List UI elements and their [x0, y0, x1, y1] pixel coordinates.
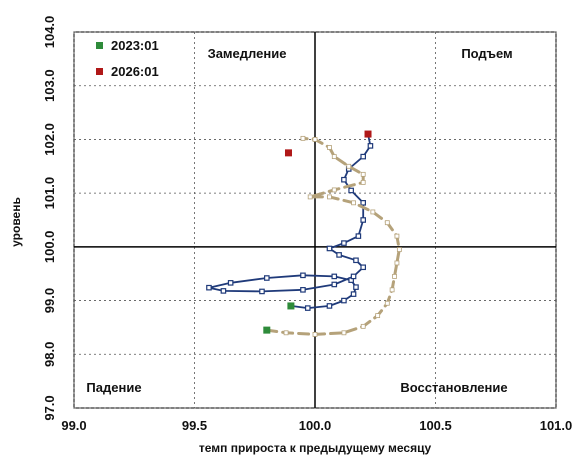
end-marker: [284, 149, 292, 157]
series-point-solid: [341, 176, 347, 183]
series-point-solid: [227, 280, 234, 286]
series-point-solid: [331, 273, 338, 280]
x-tick-label: 100.5: [419, 418, 452, 433]
series-point-dashed: [394, 260, 400, 266]
series-point-solid: [360, 153, 367, 160]
series-point-dashed: [360, 171, 366, 177]
series-point-dashed: [327, 145, 332, 150]
series-point-dashed: [331, 187, 337, 193]
series-point-dashed: [360, 323, 366, 329]
series-point-solid: [300, 287, 306, 293]
series-point-solid: [355, 233, 362, 239]
series-point-solid: [304, 305, 311, 311]
series-point-dashed: [389, 287, 395, 293]
series-point-dashed: [341, 330, 347, 336]
x-tick-label: 101.0: [540, 418, 573, 433]
series-point-dashed: [394, 233, 400, 239]
series-point-solid: [259, 288, 265, 295]
series-point-solid: [206, 284, 212, 291]
series-point-solid: [348, 187, 354, 194]
y-tick-label: 102.0: [42, 123, 57, 156]
start-marker: [287, 302, 295, 310]
legend: 2023:01 2026:01: [96, 38, 159, 79]
y-tick-label: 99.0: [42, 288, 57, 313]
series-point-dashed: [360, 179, 366, 185]
series-point-solid: [341, 297, 347, 304]
series-point-dashed: [351, 200, 356, 206]
series-point-dashed: [312, 332, 318, 337]
y-tick-label: 104.0: [42, 16, 57, 49]
series-point-solid: [331, 281, 338, 288]
start-marker: [263, 326, 271, 334]
markers-layer: [263, 130, 372, 334]
legend-swatch-red: [96, 68, 103, 75]
y-axis-title: уровень: [9, 197, 23, 247]
series-point-solid: [367, 143, 374, 149]
y-tick-label: 103.0: [42, 69, 57, 102]
series-point-solid: [350, 273, 357, 280]
y-tick-label: 98.0: [42, 342, 57, 367]
x-tick-label: 100.0: [299, 418, 332, 433]
x-tick-label: 99.0: [61, 418, 86, 433]
series-point-solid: [360, 217, 367, 223]
x-axis-title: темп прироста к предыдущему месяцу: [199, 441, 432, 455]
y-tick-labels: 97.0 98.0 99.0 100.0 101.0 102.0 103.0 104.0: [42, 16, 57, 421]
series-point-dashed: [300, 135, 306, 141]
series-point-solid: [220, 288, 227, 294]
series-point-dashed: [384, 300, 390, 306]
x-tick-label: 99.5: [182, 418, 207, 433]
series-point-dashed: [375, 313, 381, 319]
legend-label-start: 2023:01: [111, 38, 159, 53]
series-point-solid: [336, 252, 342, 258]
series-point-solid: [353, 284, 359, 290]
series-layer: [206, 131, 402, 337]
legend-swatch-green: [96, 42, 103, 49]
y-tick-label: 97.0: [42, 395, 57, 420]
quadrant-label-bottom-right: Восстановление: [400, 380, 507, 395]
series-point-dashed: [327, 194, 332, 200]
series-point-solid: [300, 272, 306, 279]
series-point-dashed: [370, 209, 376, 215]
y-tick-label: 100.0: [42, 231, 57, 264]
series-point-solid: [264, 275, 270, 281]
series-point-dashed: [392, 273, 397, 279]
x-tick-labels: 99.0 99.5 100.0 100.5 101.0: [61, 418, 572, 433]
y-tick-label: 101.0: [42, 177, 57, 210]
series-point-solid: [360, 264, 367, 271]
series-point-dashed: [331, 154, 337, 160]
series-point-solid: [326, 303, 333, 309]
legend-label-end: 2026:01: [111, 64, 159, 79]
center-axes: [74, 32, 556, 408]
end-marker: [364, 130, 372, 138]
series-point-dashed: [307, 194, 313, 200]
series-point-solid: [326, 245, 333, 252]
series-point-dashed: [384, 220, 390, 226]
series-point-dashed: [346, 163, 352, 169]
series-point-dashed: [312, 137, 318, 142]
quadrant-label-bottom-left: Падение: [86, 380, 141, 395]
quadrant-label-top-right: Подъем: [461, 46, 512, 61]
quadrant-label-top-left: Замедление: [208, 46, 287, 61]
series-point-solid: [341, 240, 347, 246]
series-point-dashed: [396, 247, 402, 252]
series-point-solid: [353, 257, 359, 264]
series-point-solid: [350, 291, 357, 297]
series-point-solid: [360, 200, 367, 206]
series-point-dashed: [283, 330, 289, 336]
